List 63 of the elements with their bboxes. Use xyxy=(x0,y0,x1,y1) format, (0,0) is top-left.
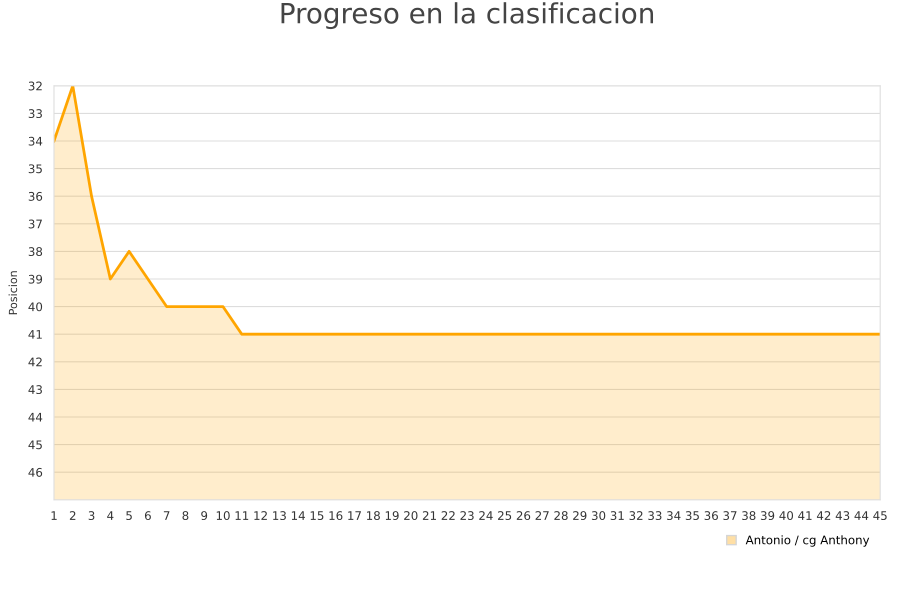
x-tick-label: 36 xyxy=(704,511,718,520)
y-tick-label: 43 xyxy=(28,385,42,394)
x-tick-label: 9 xyxy=(201,511,208,520)
x-tick-label: 45 xyxy=(873,511,887,520)
x-tick-label: 41 xyxy=(798,511,812,520)
x-tick-label: 23 xyxy=(460,511,474,520)
x-tick-label: 12 xyxy=(254,511,267,520)
x-tick-label: 37 xyxy=(723,511,736,520)
x-tick-label: 18 xyxy=(367,511,380,520)
x-tick-label: 10 xyxy=(216,511,230,520)
y-tick-label: 46 xyxy=(28,468,42,477)
x-tick-label: 27 xyxy=(536,511,549,520)
x-tick-label: 44 xyxy=(854,511,868,520)
y-tick-label: 45 xyxy=(28,440,42,450)
x-tick-label: 7 xyxy=(164,511,170,520)
x-tick-label: 8 xyxy=(182,511,188,520)
x-tick-label: 34 xyxy=(667,511,680,520)
y-tick-label: 44 xyxy=(28,412,42,422)
x-tick-label: 32 xyxy=(629,511,642,520)
x-tick-label: 43 xyxy=(836,511,850,520)
x-tick-label: 26 xyxy=(516,511,530,520)
x-tick-label: 20 xyxy=(404,511,418,520)
y-tick-label: 39 xyxy=(28,274,42,284)
x-tick-label: 15 xyxy=(310,511,324,520)
y-tick-label: 40 xyxy=(28,302,42,312)
x-tick-label: 19 xyxy=(386,511,399,520)
x-tick-label: 3 xyxy=(88,511,94,520)
x-tick-label: 14 xyxy=(292,511,305,520)
x-tick-label: 31 xyxy=(610,511,624,520)
y-tick-label: 38 xyxy=(28,247,42,256)
x-tick-label: 42 xyxy=(816,511,830,520)
x-tick-label: 39 xyxy=(760,511,774,520)
x-tick-label: 33 xyxy=(648,511,662,520)
x-tick-label: 25 xyxy=(498,511,512,520)
legend-label: Antonio / cg Anthony xyxy=(746,535,870,547)
x-tick-label: 4 xyxy=(107,511,114,520)
x-tick-label: 13 xyxy=(273,511,286,520)
x-tick-label: 17 xyxy=(348,511,361,520)
x-tick-label: 35 xyxy=(686,511,699,520)
x-tick-label: 22 xyxy=(442,511,455,520)
x-tick-label: 24 xyxy=(479,511,493,520)
x-tick-label: 29 xyxy=(573,511,586,520)
y-tick-label: 35 xyxy=(28,164,42,174)
y-axis-title: Posicion xyxy=(8,271,18,314)
x-tick-label: 5 xyxy=(126,511,132,520)
y-tick-label: 36 xyxy=(28,192,42,201)
x-tick-label: 38 xyxy=(742,511,756,520)
chart-title: Progreso en la clasificacion xyxy=(282,2,654,30)
y-tick-label: 37 xyxy=(28,220,42,228)
y-tick-label: 42 xyxy=(28,358,42,366)
x-tick-label: 1 xyxy=(52,511,57,520)
y-tick-label: 33 xyxy=(28,109,42,118)
x-tick-label: 21 xyxy=(422,511,436,520)
y-tick-label: 32 xyxy=(28,82,42,90)
y-tick-label: 34 xyxy=(28,136,42,146)
x-tick-label: 30 xyxy=(592,511,606,520)
x-tick-label: 6 xyxy=(144,511,151,520)
y-tick-label: 41 xyxy=(28,330,42,339)
x-tick-label: 11 xyxy=(236,511,248,520)
x-tick-label: 40 xyxy=(779,511,794,520)
x-tick-label: 28 xyxy=(554,511,568,520)
x-tick-label: 2 xyxy=(70,511,76,520)
x-tick-label: 16 xyxy=(329,511,342,520)
